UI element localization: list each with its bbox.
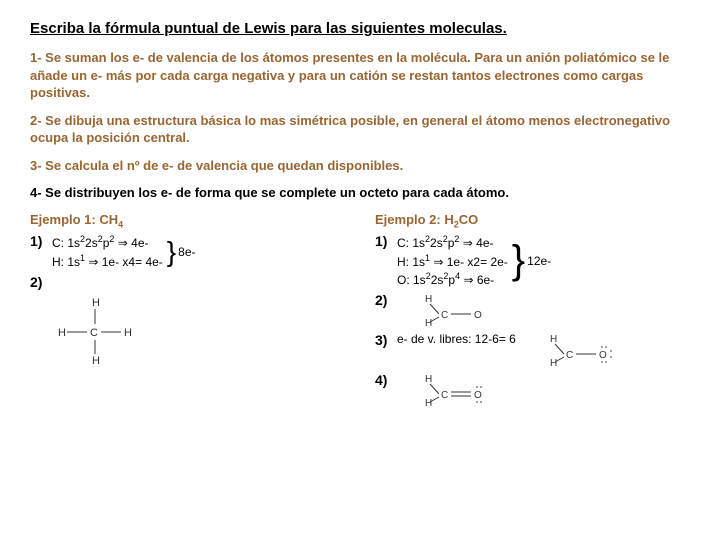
step-3: 3- Se calcula el nº de e- de valencia qu… xyxy=(30,157,690,175)
page-title: Escriba la fórmula puntual de Lewis para… xyxy=(30,20,690,37)
svg-text:H: H xyxy=(92,355,100,366)
ex1-step1: 1) C: 1s22s2p2 ⇒ 4e- H: 1s1 ⇒ 1e- x4= 4e… xyxy=(30,233,345,269)
svg-text:H: H xyxy=(425,398,432,408)
ex2-step3-text: e- de v. libres: 12-6= 6 xyxy=(397,332,516,346)
svg-text:H: H xyxy=(92,297,100,309)
ex2-h-1: H: 1s xyxy=(397,255,425,269)
ex1-num2: 2) xyxy=(30,274,46,290)
examples-row: Ejemplo 1: CH4 1) C: 1s22s2p2 ⇒ 4e- H: 1… xyxy=(30,212,690,412)
ex2-num1: 1) xyxy=(375,233,391,249)
svg-text:H: H xyxy=(425,374,432,385)
svg-text:O: O xyxy=(474,310,482,321)
h2co-structure-1-icon: H H C O xyxy=(397,292,517,328)
ex1-h-2: ⇒ 1e- x4= 4e- xyxy=(85,255,163,269)
ex2-o-4: ⇒ 6e- xyxy=(460,273,494,287)
ex2-c-1: C: 1s xyxy=(397,236,425,250)
step-4: 4- Se distribuyen los e- de forma que se… xyxy=(30,184,690,202)
ex1-structure: H H C H H xyxy=(54,296,345,366)
example-1-title: Ejemplo 1: CH4 xyxy=(30,212,345,230)
ex1-num1: 1) xyxy=(30,233,46,249)
ex2-step4: 4) H H C O xyxy=(375,372,690,408)
ex2-num3: 3) xyxy=(375,332,391,348)
ex1-h-config: H: 1s1 ⇒ 1e- x4= 4e- xyxy=(52,252,163,270)
svg-text:C: C xyxy=(441,390,448,401)
example-1: Ejemplo 1: CH4 1) C: 1s22s2p2 ⇒ 4e- H: 1… xyxy=(30,212,345,412)
ex1-c-1: C: 1s xyxy=(52,236,80,250)
ex2-brace: } xyxy=(512,238,525,283)
ex1-title-text: Ejemplo 1: CH xyxy=(30,212,118,227)
svg-text:C: C xyxy=(90,327,98,339)
ex2-step3: 3) e- de v. libres: 12-6= 6 H H C O xyxy=(375,332,690,368)
ex2-h-config: H: 1s1 ⇒ 1e- x2= 2e- xyxy=(397,252,508,270)
ex2-num4: 4) xyxy=(375,372,391,388)
ex2-brace-group: C: 1s22s2p2 ⇒ 4e- H: 1s1 ⇒ 1e- x2= 2e- O… xyxy=(397,233,551,288)
svg-text:O: O xyxy=(599,350,607,361)
svg-text:H: H xyxy=(58,327,66,339)
svg-text:C: C xyxy=(441,310,448,321)
ex2-c-4: ⇒ 4e- xyxy=(459,236,493,250)
ex1-step2: 2) xyxy=(30,274,345,290)
ex1-c-config: C: 1s22s2p2 ⇒ 4e- xyxy=(52,233,163,251)
svg-text:O: O xyxy=(474,390,482,401)
ex2-o-config: O: 1s22s2p4 ⇒ 6e- xyxy=(397,270,508,288)
svg-text:H: H xyxy=(425,294,432,305)
svg-text:H: H xyxy=(425,318,432,328)
step-2: 2- Se dibuja una estructura básica lo ma… xyxy=(30,112,690,147)
ex1-h-1: H: 1s xyxy=(52,255,80,269)
h2co-structure-2-icon: H H C O xyxy=(522,332,652,368)
ex1-brace-group: C: 1s22s2p2 ⇒ 4e- H: 1s1 ⇒ 1e- x4= 4e- }… xyxy=(52,233,196,269)
ex1-title-sub: 4 xyxy=(118,219,123,229)
svg-text:H: H xyxy=(124,327,132,339)
ex1-brace: } xyxy=(167,236,176,268)
ex1-c-4: ⇒ 4e- xyxy=(114,236,148,250)
svg-text:H: H xyxy=(550,334,557,345)
step-1: 1- Se suman los e- de valencia de los át… xyxy=(30,49,690,102)
example-2: Ejemplo 2: H2CO 1) C: 1s22s2p2 ⇒ 4e- H: … xyxy=(375,212,690,412)
ex2-c-2: 2s xyxy=(430,236,443,250)
ex1-config-lines: C: 1s22s2p2 ⇒ 4e- H: 1s1 ⇒ 1e- x4= 4e- xyxy=(52,233,163,269)
svg-text:C: C xyxy=(566,350,573,361)
ex2-num2: 2) xyxy=(375,292,391,308)
h2co-structure-3-icon: H H C O xyxy=(397,372,517,408)
ex2-config-lines: C: 1s22s2p2 ⇒ 4e- H: 1s1 ⇒ 1e- x2= 2e- O… xyxy=(397,233,508,288)
ex2-o-2: 2s xyxy=(431,273,444,287)
ex2-step1: 1) C: 1s22s2p2 ⇒ 4e- H: 1s1 ⇒ 1e- x2= 2e… xyxy=(375,233,690,288)
ex2-title-text: Ejemplo 2: H xyxy=(375,212,454,227)
ex2-step2: 2) H H C O xyxy=(375,292,690,328)
ex2-h-2: ⇒ 1e- x2= 2e- xyxy=(430,255,508,269)
svg-text:H: H xyxy=(550,358,557,368)
ex2-result: 12e- xyxy=(527,254,551,268)
ex2-title-end: CO xyxy=(459,212,479,227)
ex2-c-config: C: 1s22s2p2 ⇒ 4e- xyxy=(397,233,508,251)
ex2-o-1: O: 1s xyxy=(397,273,426,287)
example-2-title: Ejemplo 2: H2CO xyxy=(375,212,690,230)
ex1-result: 8e- xyxy=(178,245,195,259)
ch4-structure-icon: H H C H H xyxy=(54,296,134,366)
ex1-c-2: 2s xyxy=(85,236,98,250)
